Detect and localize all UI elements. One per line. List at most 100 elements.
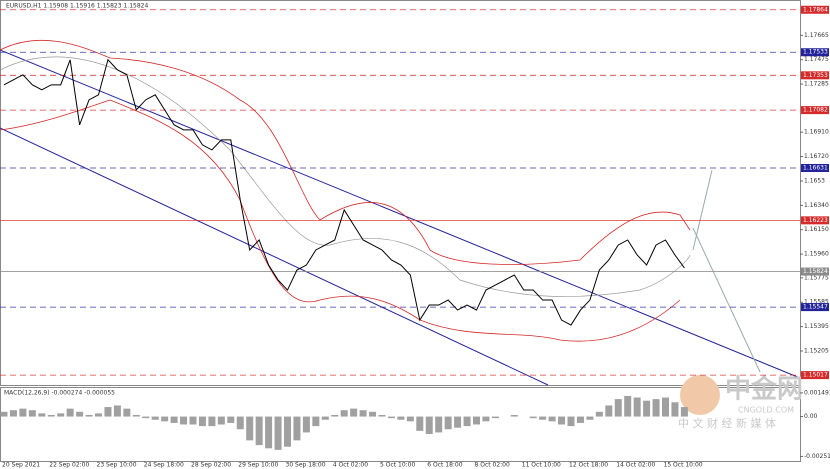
channel-line [0, 127, 549, 386]
macd-bar [57, 413, 65, 417]
arrow [692, 169, 713, 251]
macd-bar [95, 413, 102, 417]
macd-bar [189, 416, 197, 425]
macd-bar [85, 414, 93, 417]
x-tick-label: 22 Sep 02:00 [49, 462, 89, 469]
macd-bar [265, 416, 273, 449]
macd-bar [255, 416, 263, 446]
macd-bar [19, 408, 27, 417]
macd-bar [113, 405, 121, 417]
level-label: 1.15547 [803, 304, 828, 311]
macd-bar [151, 416, 159, 420]
macd-bar [378, 414, 386, 417]
level-box [801, 71, 829, 80]
macd-bar [567, 416, 575, 427]
macd-bar [312, 416, 320, 427]
macd-bar [454, 416, 462, 428]
level-label: 1.17533 [803, 49, 828, 56]
macd-bar [576, 416, 584, 423]
channels [0, 39, 801, 386]
macd-bar [548, 416, 556, 422]
level-box [801, 106, 829, 115]
arrow [692, 227, 761, 373]
y-tick-label: -0.00251 [804, 453, 830, 460]
macd-bar [482, 416, 490, 422]
macd-bar [586, 416, 594, 420]
level-label: 1.16223 [803, 217, 828, 224]
watermark-site: CNGOLD.COM [738, 406, 794, 415]
macd-panel [0, 387, 801, 462]
watermark-brand: 中金网 [725, 374, 803, 405]
x-tick-label: 28 Sep 02:00 [191, 462, 231, 469]
x-tick-label: 6 Oct 18:00 [427, 462, 462, 469]
x-tick-label: 20 Sep 2021 [2, 462, 40, 469]
chart-title: EURUSD,H1 1.15908 1.15916 1.15823 1.1582… [6, 3, 148, 10]
macd-bar [274, 416, 282, 450]
macd-bar [284, 416, 291, 447]
level-label: 1.17864 [803, 6, 828, 13]
macd-bar [614, 399, 622, 417]
macd-bar [180, 416, 188, 425]
logo [680, 375, 720, 415]
x-tick-label: 11 Oct 10:00 [522, 462, 561, 469]
y-tick-label: 0.00 [804, 413, 818, 420]
level-box [801, 163, 829, 172]
channel-line [0, 49, 801, 379]
macd-bar [293, 416, 301, 441]
y-tick-label: 1.15205 [804, 347, 829, 354]
macd-bar [680, 407, 688, 417]
x-tick-label: 4 Oct 02:00 [333, 462, 368, 469]
macd-bar [104, 407, 112, 417]
price-line [3, 58, 685, 326]
macd-bar [350, 408, 358, 417]
macd-bar [142, 416, 150, 419]
level-box [801, 5, 829, 14]
level-label: 1.15824 [803, 268, 828, 275]
y-tick-label: 1.17475 [804, 56, 829, 63]
macd-title: MACD(12,26,9) -0.000274 -0.000055 [4, 390, 115, 397]
y-tick-label: 1.15395 [804, 323, 829, 330]
level-label: 1.17082 [803, 107, 828, 114]
macd-bar [161, 416, 169, 422]
macd-bar [406, 416, 414, 422]
level-box [801, 371, 829, 380]
y-tick-label: 1.16340 [804, 202, 829, 209]
macd-bar [473, 416, 480, 425]
macd-bar [529, 416, 537, 419]
macd-bar [302, 416, 310, 433]
level-box [801, 48, 829, 57]
x-tick-label: 15 Oct 10:00 [664, 462, 703, 469]
macd-bar [340, 410, 348, 417]
macd-bar [633, 397, 641, 417]
y-tick-label: 1.15775 [804, 274, 829, 281]
y-tick-label: 1.17665 [804, 32, 829, 39]
macd-bar [331, 414, 339, 417]
y-tick-label: 1.17285 [804, 81, 829, 88]
macd-bar [132, 414, 140, 417]
level-label: 1.15017 [803, 372, 828, 379]
macd-bar [38, 413, 46, 417]
macd-bar [236, 416, 244, 430]
macd-bar [397, 416, 405, 420]
macd-bar [369, 411, 377, 417]
y-tick-label: 1.16910 [804, 129, 829, 136]
macd-bar [321, 416, 329, 420]
macd-bar [170, 416, 178, 423]
macd-bar [227, 416, 235, 423]
y-tick-label: 1.15960 [804, 251, 829, 258]
y-tick-label: 1.16720 [804, 153, 829, 160]
level-box [801, 303, 829, 312]
macd-bar [539, 416, 547, 420]
macd-bar [217, 416, 225, 425]
macd-bar [671, 402, 679, 417]
y-tick-label: 1.1653 [804, 177, 825, 184]
macd-bar [605, 405, 613, 417]
band-upper [0, 39, 691, 265]
macd-bar [510, 414, 518, 417]
macd-bar [9, 410, 17, 417]
macd-bar [662, 397, 669, 417]
x-tick-label: 29 Sep 10:00 [238, 462, 278, 469]
macd-bar [246, 416, 254, 441]
macd-bar [387, 416, 395, 419]
